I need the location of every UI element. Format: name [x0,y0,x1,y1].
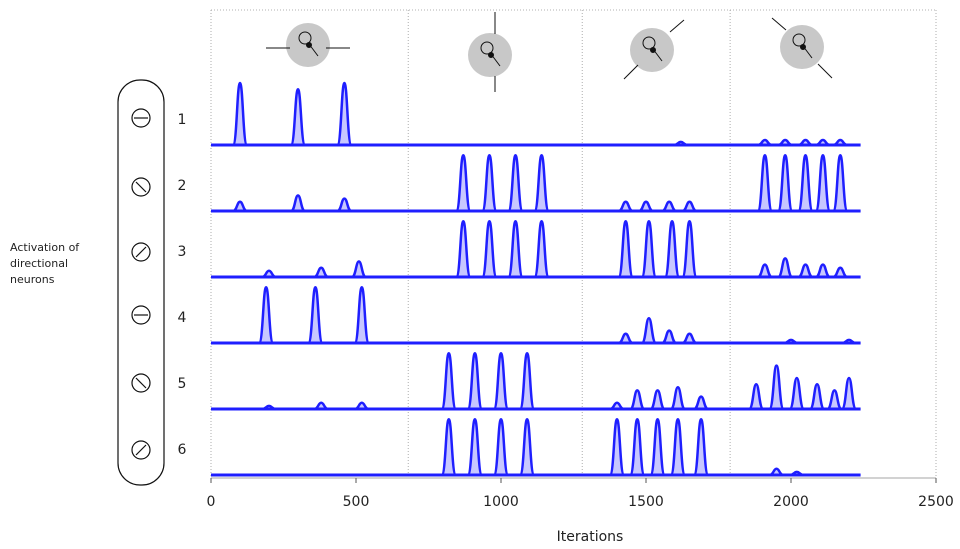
series-label: 3 [178,244,187,260]
pulse [815,138,831,147]
pulse [661,329,677,345]
pulse [769,467,784,477]
pulse [756,153,774,213]
direction-icons [266,12,833,92]
x-tick-label: 0 [207,494,216,510]
pulse [629,389,645,411]
pulse [640,316,658,345]
pulse [232,200,248,213]
pulse [649,389,666,411]
pulse [833,138,848,147]
pulse [682,200,697,213]
pulse [257,285,275,345]
pulse [841,338,857,345]
pulse [778,138,793,147]
pulse [673,140,688,147]
pulse [261,404,277,411]
pulse [313,401,329,411]
pulse [354,401,370,411]
pulse [629,417,646,477]
pulse [682,332,697,345]
pulse [776,153,794,213]
pulse [788,376,806,411]
pulse [351,260,367,279]
pulse [617,219,634,279]
pulse [618,332,634,345]
pulse [518,417,536,477]
pulse [481,219,498,279]
pulse [814,153,832,213]
pulse [840,376,858,411]
pulse [353,285,371,345]
pulse [492,417,510,477]
x-label: Iterations [557,529,624,545]
pulse [609,401,625,411]
pulse [455,153,472,213]
pulse [757,138,773,147]
pulse [798,263,813,279]
pulse [777,257,793,279]
pulse [336,81,353,147]
pulse [440,417,458,477]
series-label: 5 [178,376,187,392]
pulse [313,266,329,279]
pulse [518,351,536,411]
pulse [649,417,666,477]
y-label: neurons [10,273,55,286]
pulse [670,386,686,411]
pulse [681,219,698,279]
pulse [826,389,843,411]
pulse [693,395,709,411]
pulse [815,263,831,279]
x-tick-label: 2500 [918,494,954,510]
series-label: 4 [178,310,187,326]
pulse [783,338,799,345]
pulse [638,200,654,213]
x-tick-label: 2000 [773,494,809,510]
pulse [692,417,710,477]
pulse [798,138,813,147]
neuron-icons [117,79,165,486]
pulse [492,351,510,411]
pulse [507,153,524,213]
pulse [507,219,524,279]
pulse [261,269,277,279]
pulse [440,351,458,411]
series-label: 1 [178,112,187,128]
pulse [669,417,687,477]
pulse [455,219,472,279]
pulse [832,153,849,213]
pulse [533,153,550,213]
x-tick-label: 1500 [628,494,664,510]
pulse [533,219,550,279]
pulse [336,197,352,213]
pulse [789,470,804,477]
pulse [797,153,814,213]
pulse [768,364,785,411]
pulse [481,153,498,213]
pulse [307,285,324,345]
series-label: 6 [178,442,187,458]
pulse [808,382,826,411]
pulse [640,219,658,279]
pulse [290,194,306,213]
pulse [661,200,677,213]
series-label: 2 [178,178,187,194]
x-tick-label: 1000 [483,494,519,510]
y-label: directional [10,257,68,270]
pulse [618,200,634,213]
x-tick-label: 500 [343,494,370,510]
pulse [663,219,681,279]
pulse [757,263,773,279]
y-label: Activation of [10,241,80,254]
pulse [231,81,249,147]
pulse [747,382,765,411]
pulse [608,417,626,477]
pulse [466,351,484,411]
pulse [832,266,848,279]
pulse [289,87,307,147]
pulse [466,417,484,477]
